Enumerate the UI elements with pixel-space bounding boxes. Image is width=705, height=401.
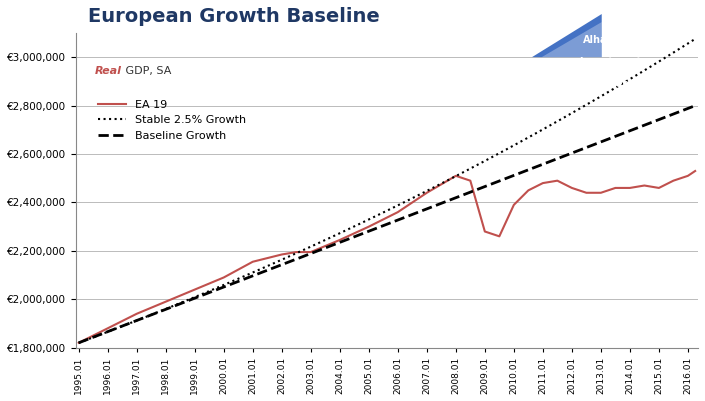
Text: GDP, SA: GDP, SA <box>123 66 172 76</box>
Text: Real: Real <box>94 66 121 76</box>
Legend: EA 19, Stable 2.5% Growth, Baseline Growth: EA 19, Stable 2.5% Growth, Baseline Grow… <box>94 95 250 145</box>
Polygon shape <box>541 22 602 57</box>
Text: Partners: Partners <box>587 79 633 89</box>
Text: Investment: Investment <box>579 57 641 67</box>
Text: European Growth Baseline: European Growth Baseline <box>88 7 380 26</box>
Text: Alhambra: Alhambra <box>583 35 637 45</box>
Polygon shape <box>532 14 602 57</box>
